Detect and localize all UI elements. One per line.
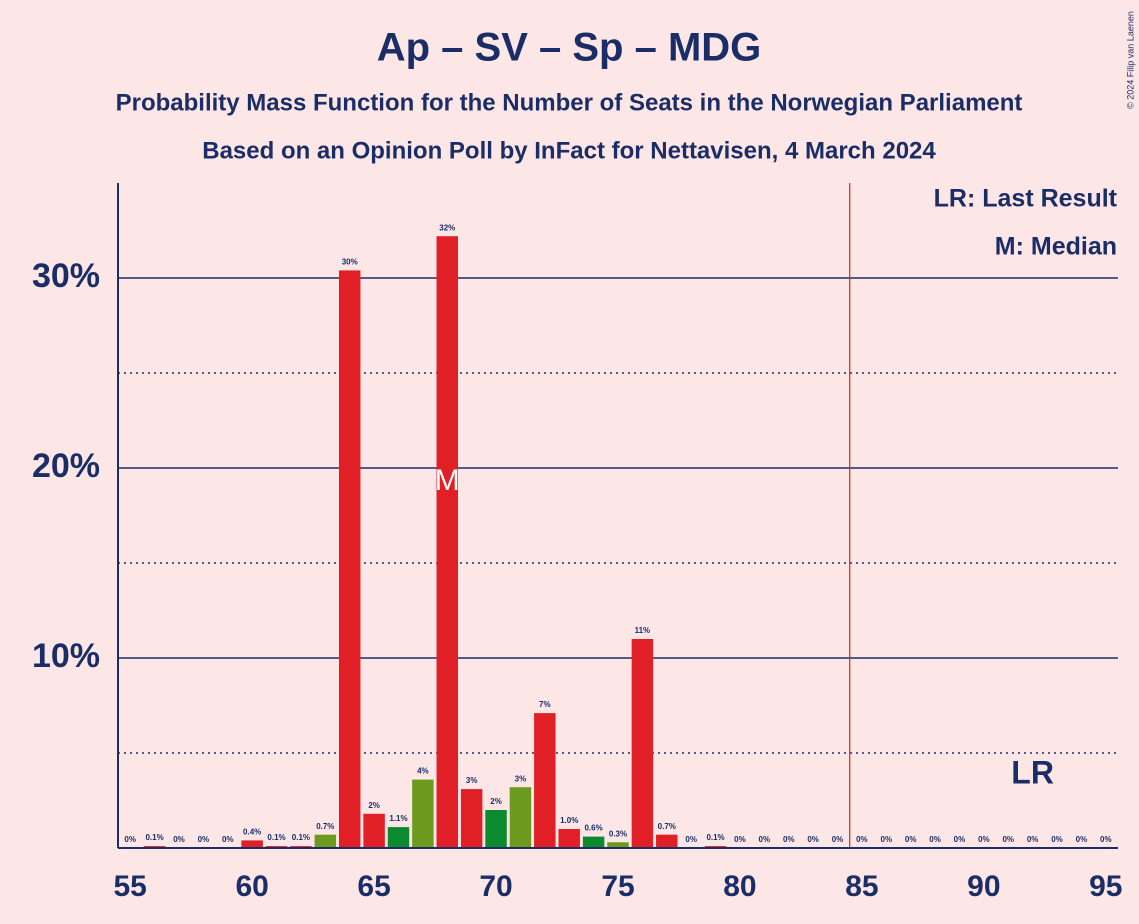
value-label: 0% xyxy=(978,835,990,844)
credit: © 2024 Filip van Laenen xyxy=(1125,11,1135,109)
bar xyxy=(607,842,629,848)
bar xyxy=(412,779,434,848)
value-label: 0% xyxy=(124,835,136,844)
median-marker: M xyxy=(435,464,460,497)
value-label: 0% xyxy=(198,835,210,844)
x-tick-label: 55 xyxy=(114,870,147,903)
chart-title: Ap – SV – Sp – MDG xyxy=(377,26,762,70)
value-label: 0% xyxy=(856,835,868,844)
value-label: 2% xyxy=(368,801,380,810)
bar xyxy=(241,840,263,848)
value-label: 0% xyxy=(685,835,697,844)
value-label: 0.3% xyxy=(609,829,627,838)
value-label: 1.1% xyxy=(389,814,407,823)
value-label: 0.1% xyxy=(267,833,285,842)
value-label: 0% xyxy=(881,835,893,844)
value-label: 0% xyxy=(1027,835,1039,844)
chart-subtitle: Probability Mass Function for the Number… xyxy=(116,89,1023,116)
x-tick-label: 85 xyxy=(845,870,878,903)
x-tick-label: 90 xyxy=(967,870,1000,903)
bar xyxy=(631,639,654,848)
value-label: 30% xyxy=(342,258,358,267)
value-label: 0.1% xyxy=(706,833,724,842)
value-label: 0% xyxy=(807,835,819,844)
bar xyxy=(656,834,678,848)
y-tick-label: 10% xyxy=(32,637,100,675)
value-label: 0.7% xyxy=(658,822,676,831)
value-label: 0% xyxy=(759,835,771,844)
value-label: 32% xyxy=(439,223,455,232)
value-label: 0% xyxy=(954,835,966,844)
x-tick-label: 60 xyxy=(235,870,268,903)
value-label: 0% xyxy=(734,835,746,844)
bar xyxy=(582,836,605,848)
value-label: 3% xyxy=(466,776,478,785)
last-result-marker: LR xyxy=(1011,754,1054,790)
value-label: 2% xyxy=(490,797,502,806)
bar xyxy=(509,787,532,848)
value-label: 0% xyxy=(1002,835,1014,844)
bar xyxy=(314,834,337,848)
bar xyxy=(436,236,458,848)
y-tick-label: 20% xyxy=(32,447,100,485)
x-tick-label: 70 xyxy=(479,870,512,903)
bar xyxy=(387,827,410,848)
value-label: 1.0% xyxy=(560,816,578,825)
legend-entry: M: Median xyxy=(995,233,1117,261)
y-tick-label: 30% xyxy=(32,257,100,295)
bar xyxy=(460,789,483,848)
value-label: 0% xyxy=(905,835,917,844)
value-label: 0% xyxy=(173,835,185,844)
bar xyxy=(534,713,556,848)
x-tick-label: 65 xyxy=(357,870,390,903)
legend-entry: LR: Last Result xyxy=(934,185,1118,213)
value-label: 3% xyxy=(515,774,527,783)
chart-subtitle: Based on an Opinion Poll by InFact for N… xyxy=(202,137,936,164)
x-tick-label: 80 xyxy=(723,870,756,903)
value-label: 0% xyxy=(1100,835,1112,844)
bar xyxy=(338,270,361,848)
value-label: 0.4% xyxy=(243,828,261,837)
value-label: 0% xyxy=(783,835,795,844)
x-tick-label: 75 xyxy=(601,870,634,903)
value-label: 11% xyxy=(635,626,651,635)
value-label: 0.1% xyxy=(145,833,163,842)
bar xyxy=(485,810,507,848)
value-label: 0.7% xyxy=(316,822,334,831)
value-label: 0% xyxy=(1076,835,1088,844)
value-label: 4% xyxy=(417,767,429,776)
value-label: 0% xyxy=(222,835,234,844)
bar xyxy=(558,829,580,848)
bar xyxy=(363,813,385,848)
value-label: 7% xyxy=(539,700,551,709)
value-label: 0% xyxy=(832,835,844,844)
value-label: 0.1% xyxy=(292,833,310,842)
value-label: 0% xyxy=(929,835,941,844)
x-tick-label: 95 xyxy=(1089,870,1122,903)
value-label: 0.6% xyxy=(584,824,602,833)
value-label: 0% xyxy=(1051,835,1063,844)
